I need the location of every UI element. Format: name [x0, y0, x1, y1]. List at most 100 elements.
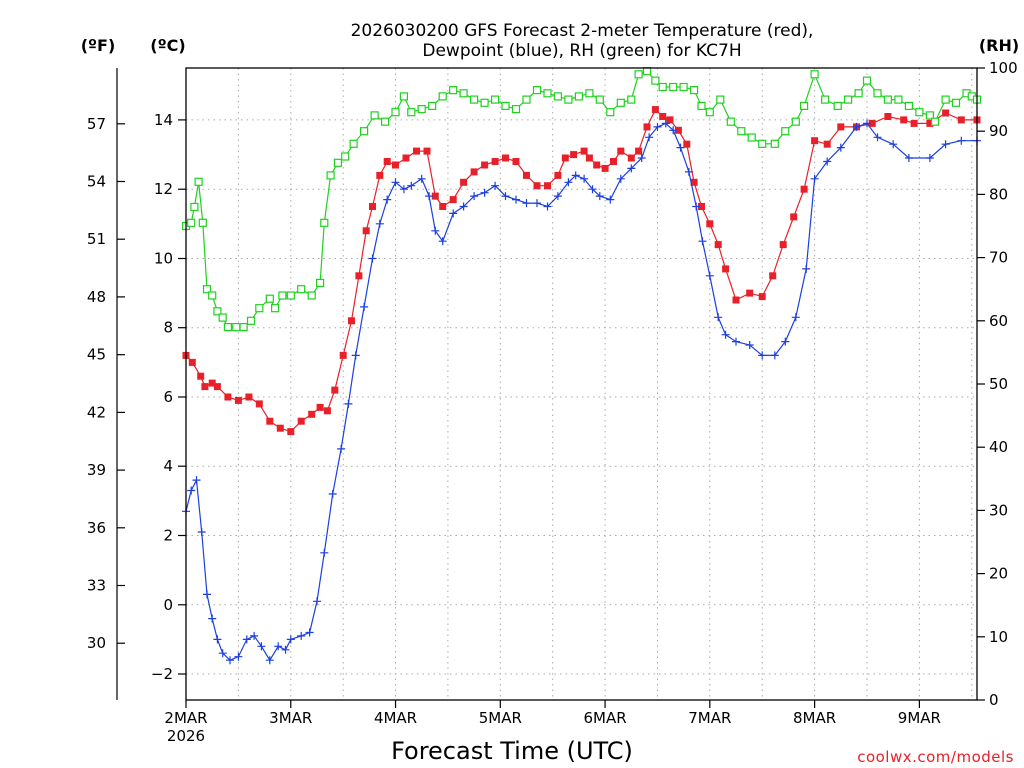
dewpoint-point	[218, 649, 227, 658]
dewpoint-point	[320, 548, 329, 557]
rh-point	[417, 104, 426, 114]
dewpoint-point	[770, 351, 779, 360]
rh-point	[202, 285, 212, 294]
dewpoint-point	[417, 174, 426, 183]
celsius-tick-label: 4	[163, 457, 173, 475]
dewpoint-point	[714, 313, 723, 322]
rh-point	[187, 218, 196, 227]
dewpoint-point	[459, 202, 468, 211]
dewpoint-point	[721, 330, 730, 339]
celsius-tick-label: 6	[163, 388, 173, 406]
rh-point	[239, 323, 248, 332]
dewpoint-point	[653, 122, 662, 131]
fahrenheit-tick-label: 39	[87, 461, 106, 479]
dewpoint-point	[192, 476, 201, 485]
fahrenheit-tick-label: 36	[87, 519, 106, 537]
dewpoint-point	[274, 642, 283, 651]
dewpoint-point	[863, 119, 871, 128]
dewpoint-point	[873, 133, 882, 142]
fahrenheit-tick-label: 51	[87, 230, 106, 248]
rh-point	[360, 127, 369, 136]
2-meter-temperature-point	[610, 158, 617, 165]
rh-tick-label: 60	[989, 312, 1008, 330]
dewpoint-point	[242, 635, 251, 644]
rh-point	[428, 101, 437, 111]
rh-point	[522, 95, 531, 104]
2-meter-temperature-point	[297, 417, 305, 425]
x-axis-title: Forecast Time (UTC)	[391, 737, 633, 765]
dewpoint-point	[313, 597, 321, 606]
dewpoint-point	[836, 143, 845, 152]
2-meter-temperature-point	[635, 147, 643, 155]
dewpoint-point	[383, 195, 392, 204]
2-meter-temperature-point	[266, 417, 274, 425]
2-meter-temperature-point	[369, 203, 376, 210]
rh-point	[716, 95, 725, 104]
rh-point	[606, 108, 615, 117]
rh-point	[349, 139, 358, 148]
dewpoint-point	[286, 635, 295, 644]
2-meter-temperature-point	[627, 154, 635, 162]
2-meter-temperature-point	[758, 293, 766, 301]
rh-point	[658, 82, 667, 92]
rh-point	[459, 89, 468, 98]
celsius-tick-label: 12	[154, 180, 173, 198]
x-tick-label: 5MAR	[479, 709, 522, 727]
x-tick-label: 4MAR	[374, 709, 417, 727]
rh-point	[894, 95, 903, 104]
dewpoint-point	[197, 528, 206, 536]
2-meter-temperature-point	[554, 171, 562, 179]
dewpoint-point	[281, 645, 290, 654]
2-meter-temperature-point	[659, 113, 667, 120]
rh-point	[320, 218, 329, 227]
celsius-tick-label: −2	[151, 665, 173, 683]
rh-point	[271, 304, 280, 313]
2-meter-temperature-point	[926, 119, 934, 127]
rh-point	[190, 202, 199, 212]
celsius-tick-label: 0	[163, 596, 173, 614]
2-meter-temperature-point	[201, 383, 209, 391]
2-meter-temperature-point	[287, 428, 295, 436]
rh-point	[511, 104, 521, 114]
dewpoint-point	[627, 164, 636, 173]
celsius-unit-label: (ºC)	[150, 36, 185, 55]
dewpoint-point	[553, 192, 562, 201]
rh-point	[951, 98, 961, 107]
rh-point	[669, 82, 678, 92]
rh-point	[208, 291, 217, 300]
dewpoint-point	[297, 631, 306, 640]
2-meter-temperature-point	[706, 220, 714, 228]
2-meter-temperature-point	[714, 241, 722, 249]
dewpoint-point	[941, 140, 950, 149]
dewpoint-point	[606, 195, 615, 204]
x-tick-label: 2MAR	[164, 709, 207, 727]
dewpoint-point	[480, 188, 489, 197]
rh-point	[941, 95, 950, 104]
fahrenheit-tick-label: 30	[87, 634, 106, 652]
rh-point	[438, 92, 447, 101]
rh-tick-label: 40	[989, 438, 1008, 456]
2-meter-temperature-point	[348, 317, 355, 325]
dewpoint-point	[810, 174, 819, 183]
2-meter-temperature-point	[323, 407, 331, 415]
dewpoint-point	[692, 202, 701, 211]
rh-point	[574, 92, 584, 101]
site-credit: coolwx.com/models	[857, 748, 1014, 766]
dewpoint-point	[438, 237, 447, 246]
rh-tick-label: 20	[989, 565, 1008, 583]
rh-point	[326, 171, 335, 180]
dewpoint-point	[684, 167, 693, 176]
2-meter-temperature-point	[339, 351, 347, 359]
dewpoint-point	[889, 140, 898, 149]
rh-point	[781, 127, 790, 136]
fahrenheit-tick-label: 48	[87, 288, 106, 306]
2-meter-temperature-point	[392, 161, 399, 169]
2-meter-temperature-point	[383, 158, 391, 165]
2-meter-temperature-point	[362, 227, 370, 235]
rh-point	[634, 70, 643, 79]
2-meter-temperature-point	[837, 123, 845, 131]
dewpoint-point	[187, 486, 196, 495]
2-meter-temperature-point	[208, 379, 216, 387]
dewpoint-point	[676, 143, 685, 152]
